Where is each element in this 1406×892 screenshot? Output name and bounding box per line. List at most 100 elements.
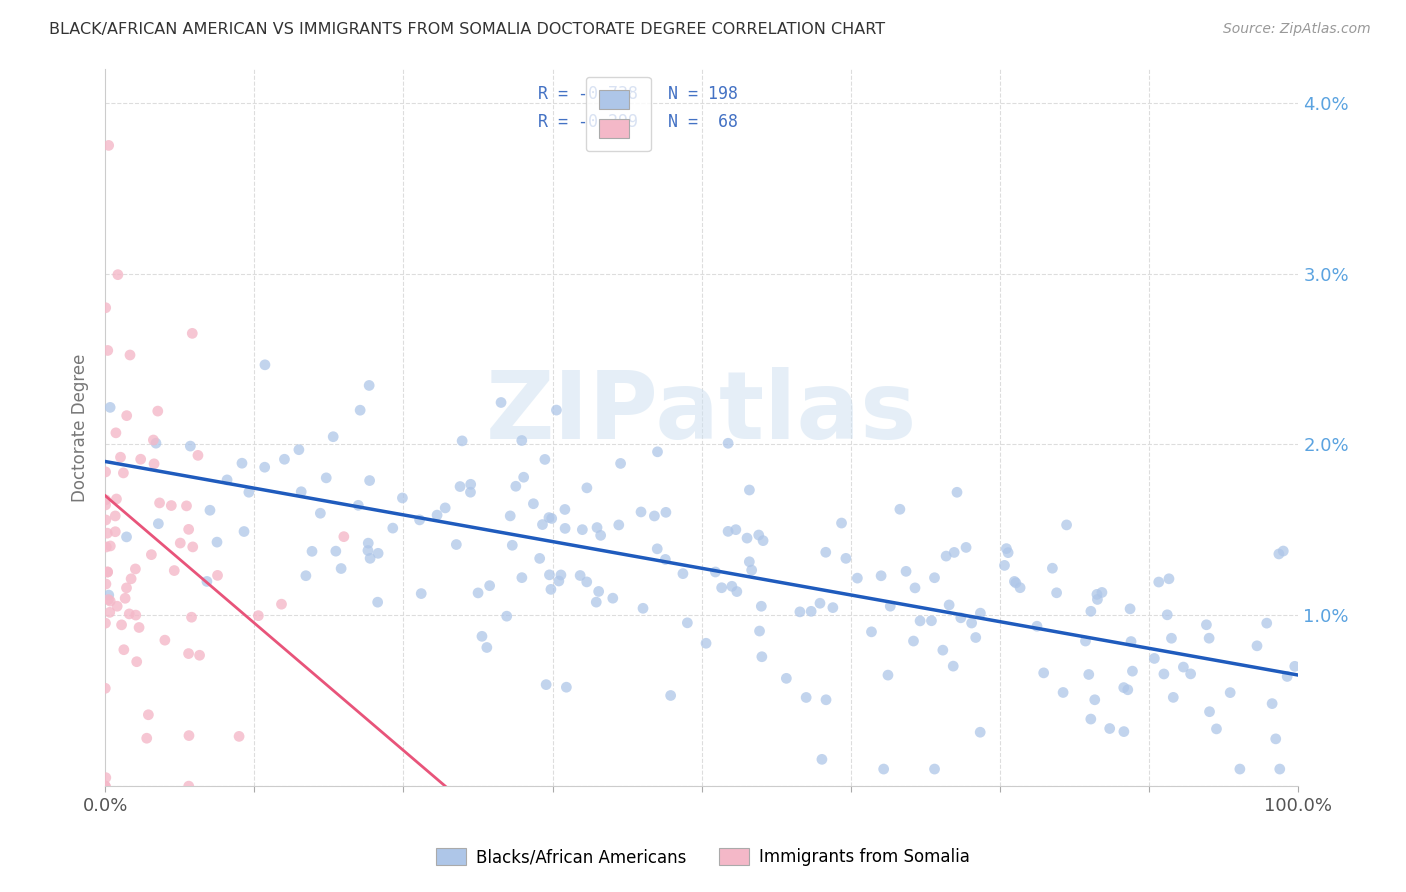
Point xyxy=(735,531,758,545)
Point xyxy=(512,470,534,484)
Point xyxy=(903,634,925,648)
Point xyxy=(207,568,229,582)
Point xyxy=(475,640,498,655)
Point xyxy=(717,524,740,539)
Point xyxy=(359,474,381,488)
Point xyxy=(531,517,554,532)
Point xyxy=(391,491,413,505)
Point xyxy=(198,503,221,517)
Text: R = -0.738   N = 198: R = -0.738 N = 198 xyxy=(538,86,738,103)
Point xyxy=(125,608,148,623)
Y-axis label: Doctorate Degree: Doctorate Degree xyxy=(72,353,89,501)
Point xyxy=(1180,666,1202,681)
Point xyxy=(1087,592,1109,607)
Point xyxy=(749,599,772,614)
Point xyxy=(1005,575,1028,590)
Point xyxy=(672,566,695,581)
Point xyxy=(589,528,612,542)
Point xyxy=(460,477,482,491)
Point xyxy=(181,540,204,554)
Point xyxy=(148,516,170,531)
Point xyxy=(205,535,228,549)
Point xyxy=(555,680,578,694)
Point xyxy=(434,500,457,515)
Point xyxy=(141,548,163,562)
Text: R = -0.299   N =  68: R = -0.299 N = 68 xyxy=(538,112,738,130)
Point xyxy=(569,568,592,582)
Point xyxy=(1195,617,1218,632)
Point xyxy=(550,568,572,582)
Point xyxy=(607,517,630,532)
Point xyxy=(367,595,389,609)
Point xyxy=(946,485,969,500)
Point xyxy=(1056,517,1078,532)
Point xyxy=(748,528,770,542)
Point xyxy=(1091,585,1114,599)
Point xyxy=(112,642,135,657)
Point xyxy=(1052,685,1074,699)
Point xyxy=(1080,604,1102,618)
Point xyxy=(1098,722,1121,736)
Point xyxy=(846,571,869,585)
Point xyxy=(724,523,747,537)
Point xyxy=(815,693,838,707)
Point xyxy=(187,448,209,462)
Point xyxy=(529,551,551,566)
Point xyxy=(247,608,270,623)
Point xyxy=(96,526,118,541)
Point xyxy=(997,546,1019,560)
Point xyxy=(585,595,607,609)
Point xyxy=(217,473,239,487)
Point xyxy=(349,403,371,417)
Point xyxy=(710,581,733,595)
Point xyxy=(145,436,167,450)
Point xyxy=(554,521,576,535)
Point xyxy=(94,498,117,512)
Point xyxy=(955,541,977,555)
Point xyxy=(748,624,770,638)
Point xyxy=(270,597,292,611)
Point xyxy=(835,551,858,566)
Point xyxy=(451,434,474,448)
Point xyxy=(752,533,775,548)
Point xyxy=(105,599,128,614)
Point xyxy=(129,452,152,467)
Point xyxy=(1080,712,1102,726)
Point xyxy=(408,513,430,527)
Point xyxy=(253,460,276,475)
Point xyxy=(534,678,557,692)
Point xyxy=(288,442,311,457)
Point xyxy=(169,536,191,550)
Point xyxy=(146,404,169,418)
Point xyxy=(704,565,727,579)
Point xyxy=(330,561,353,575)
Point xyxy=(1272,544,1295,558)
Point xyxy=(1256,616,1278,631)
Point xyxy=(446,537,468,551)
Point xyxy=(107,268,129,282)
Point xyxy=(949,611,972,625)
Point xyxy=(467,586,489,600)
Point xyxy=(94,779,117,793)
Point xyxy=(460,485,482,500)
Point xyxy=(588,584,610,599)
Point xyxy=(94,513,117,527)
Point xyxy=(118,607,141,621)
Point xyxy=(98,594,121,608)
Point xyxy=(751,649,773,664)
Point xyxy=(1077,667,1099,681)
Point xyxy=(889,502,911,516)
Point xyxy=(94,492,117,507)
Point xyxy=(1112,724,1135,739)
Point xyxy=(1153,667,1175,681)
Point xyxy=(105,491,128,506)
Point xyxy=(879,599,901,614)
Point xyxy=(942,659,965,673)
Point xyxy=(449,479,471,493)
Text: BLACK/AFRICAN AMERICAN VS IMMIGRANTS FROM SOMALIA DOCTORATE DEGREE CORRELATION C: BLACK/AFRICAN AMERICAN VS IMMIGRANTS FRO… xyxy=(49,22,886,37)
Point xyxy=(96,540,118,554)
Point xyxy=(295,568,318,582)
Point xyxy=(176,499,198,513)
Point xyxy=(125,655,148,669)
Point xyxy=(540,511,562,525)
